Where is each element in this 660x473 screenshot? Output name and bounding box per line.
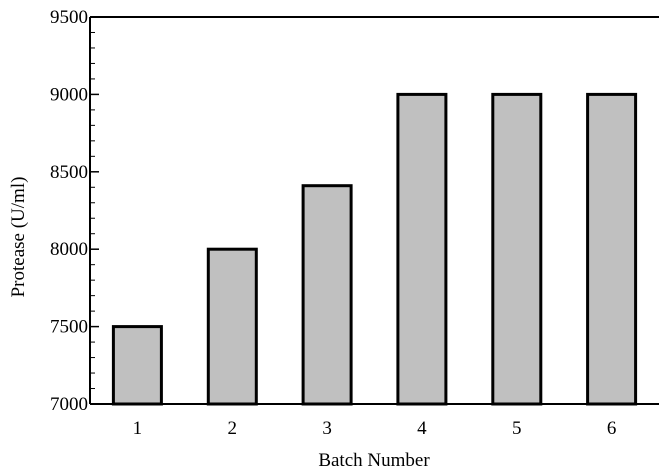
x-ticks-group: 1 2 3 4 5 6: [133, 418, 617, 439]
y-tick-label: 9000: [50, 84, 88, 105]
y-tick-label: 8500: [50, 162, 88, 183]
x-tick-label-6: 6: [607, 418, 617, 439]
y-axis-title: Protease (U/ml): [8, 177, 29, 298]
bar-5: [491, 92, 543, 406]
y-tick-label: 9500: [50, 7, 88, 28]
bar-4: [396, 92, 448, 406]
bar-2: [206, 247, 258, 406]
x-tick-label-3: 3: [322, 418, 332, 439]
bar-3: [301, 184, 353, 406]
x-axis-title: Batch Number: [318, 450, 430, 471]
axes-group: [89, 16, 659, 405]
y-tick-label: 7000: [50, 394, 88, 415]
y-tick-label: 8000: [50, 239, 88, 260]
x-tick-label-5: 5: [512, 418, 522, 439]
bar-1: [111, 325, 163, 406]
x-tick-label-4: 4: [417, 418, 427, 439]
x-tick-label-1: 1: [133, 418, 143, 439]
bars-group: [111, 92, 638, 406]
y-ticks-group: 7000 7500 8000 8500 9000 9500: [50, 7, 99, 415]
bar-6: [586, 92, 638, 406]
y-tick-label: 7500: [50, 317, 88, 338]
x-tick-label-2: 2: [228, 418, 238, 439]
